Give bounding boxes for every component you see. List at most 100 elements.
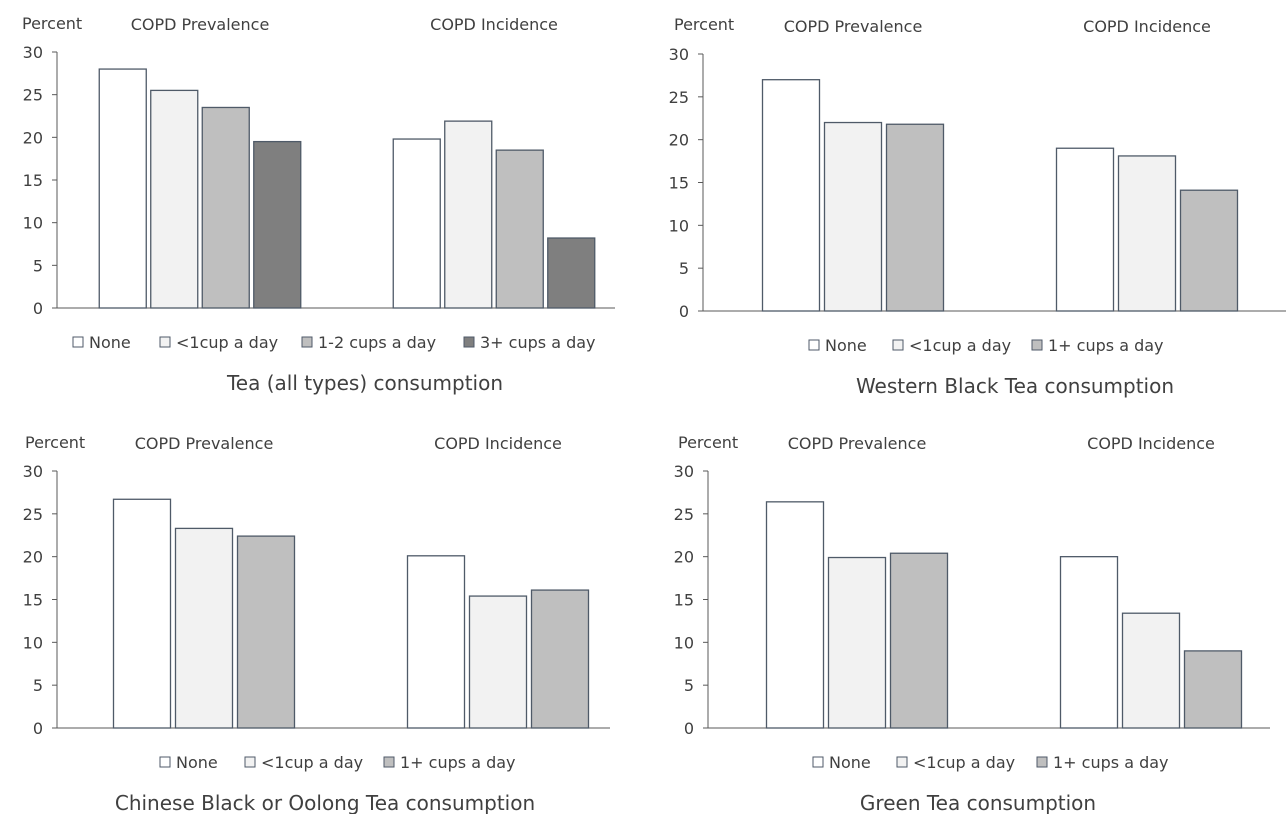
y-tick-label: 5 bbox=[684, 676, 694, 695]
legend-label: 1+ cups a day bbox=[1053, 753, 1169, 772]
y-tick-label: 0 bbox=[33, 299, 43, 318]
legend-swatch bbox=[812, 756, 824, 768]
legend-swatch bbox=[1036, 756, 1048, 768]
y-tick-label: 25 bbox=[674, 505, 694, 524]
bar bbox=[885, 123, 945, 312]
bar bbox=[765, 501, 825, 729]
y-tick-label: 10 bbox=[674, 633, 694, 652]
y-tick-label: 20 bbox=[674, 548, 694, 567]
bar bbox=[150, 89, 199, 309]
bar bbox=[444, 120, 493, 309]
legend-label: 1+ cups a day bbox=[1048, 336, 1164, 355]
legend-label: <1cup a day bbox=[909, 336, 1011, 355]
chart-title: Western Black Tea consumption bbox=[856, 374, 1174, 398]
y-tick-label: 0 bbox=[33, 719, 43, 738]
y-tick-label: 30 bbox=[669, 45, 689, 64]
legend-label: 1-2 cups a day bbox=[318, 333, 436, 352]
y-tick-label: 15 bbox=[674, 591, 694, 610]
y-tick-label: 0 bbox=[684, 719, 694, 738]
y-tick-label: 20 bbox=[23, 548, 43, 567]
bar bbox=[174, 527, 234, 729]
bar bbox=[1117, 155, 1177, 312]
bar bbox=[823, 121, 883, 312]
category-label: COPD Prevalence bbox=[131, 15, 270, 34]
bar bbox=[1179, 189, 1239, 312]
y-tick-label: 30 bbox=[23, 43, 43, 62]
legend-swatch bbox=[383, 756, 395, 768]
bar bbox=[98, 68, 147, 309]
legend-label: None bbox=[825, 336, 867, 355]
chart-title: Chinese Black or Oolong Tea consumption bbox=[115, 791, 535, 814]
legend-label: 1+ cups a day bbox=[400, 753, 516, 772]
bar bbox=[889, 552, 949, 729]
bar bbox=[495, 149, 544, 309]
y-tick-label: 10 bbox=[669, 216, 689, 235]
chart-title: Green Tea consumption bbox=[860, 791, 1096, 814]
legend-swatch bbox=[1031, 339, 1043, 351]
y-tick-label: 25 bbox=[23, 86, 43, 105]
bar bbox=[827, 556, 887, 729]
y-axis-label: Percent bbox=[22, 14, 82, 33]
bar bbox=[1055, 147, 1115, 312]
legend-swatch bbox=[808, 339, 820, 351]
y-tick-label: 15 bbox=[669, 174, 689, 193]
legend-swatch bbox=[896, 756, 908, 768]
y-tick-label: 10 bbox=[23, 633, 43, 652]
bar bbox=[112, 498, 172, 729]
bar bbox=[761, 79, 821, 312]
y-tick-label: 15 bbox=[23, 171, 43, 190]
legend-swatch bbox=[463, 336, 475, 348]
y-tick-label: 30 bbox=[23, 462, 43, 481]
bar bbox=[1059, 556, 1119, 729]
bar bbox=[547, 237, 596, 309]
bar bbox=[1183, 650, 1243, 729]
y-tick-label: 5 bbox=[33, 256, 43, 275]
category-label: COPD Incidence bbox=[1087, 434, 1215, 453]
chart-panel-2: Percent COPD Prevalence COPD Incidence 0 5 10… bbox=[669, 15, 1286, 398]
legend-swatch bbox=[159, 756, 171, 768]
legend-swatch bbox=[159, 336, 171, 348]
category-label: COPD Incidence bbox=[434, 434, 562, 453]
bar bbox=[392, 138, 441, 309]
legend-swatch bbox=[892, 339, 904, 351]
y-tick-label: 10 bbox=[23, 214, 43, 233]
legend-swatch bbox=[72, 336, 84, 348]
y-tick-label: 20 bbox=[669, 131, 689, 150]
legend-label: None bbox=[829, 753, 871, 772]
y-axis-label: Percent bbox=[25, 433, 85, 452]
y-tick-label: 25 bbox=[23, 505, 43, 524]
category-label: COPD Incidence bbox=[1083, 17, 1211, 36]
legend-label: None bbox=[89, 333, 131, 352]
category-label: COPD Prevalence bbox=[784, 17, 923, 36]
category-label: COPD Prevalence bbox=[135, 434, 274, 453]
legend-label: <1cup a day bbox=[261, 753, 363, 772]
y-tick-label: 25 bbox=[669, 88, 689, 107]
y-axis-label: Percent bbox=[678, 433, 738, 452]
bar bbox=[1121, 612, 1181, 729]
category-label: COPD Incidence bbox=[430, 15, 558, 34]
y-tick-label: 30 bbox=[674, 462, 694, 481]
legend-label: <1cup a day bbox=[913, 753, 1015, 772]
chart-title: Tea (all types) consumption bbox=[226, 371, 503, 395]
chart-panel-3: Percent COPD Prevalence COPD Incidence 0 5 10… bbox=[23, 433, 610, 814]
y-tick-label: 20 bbox=[23, 128, 43, 147]
y-axis-label: Percent bbox=[674, 15, 734, 34]
y-tick-label: 15 bbox=[23, 591, 43, 610]
y-tick-label: 5 bbox=[33, 676, 43, 695]
legend-label: <1cup a day bbox=[176, 333, 278, 352]
bar bbox=[236, 535, 296, 729]
legend-label: None bbox=[176, 753, 218, 772]
bar bbox=[468, 595, 528, 729]
legend-swatch bbox=[301, 336, 313, 348]
bar bbox=[406, 555, 466, 729]
chart-panel-1: Percent COPD Prevalence COPD Incidence 0 5 10… bbox=[22, 14, 615, 395]
y-tick-label: 0 bbox=[679, 302, 689, 321]
bar bbox=[201, 106, 250, 309]
legend-label: 3+ cups a day bbox=[480, 333, 596, 352]
chart-panel-4: Percent COPD Prevalence COPD Incidence 0 5 10… bbox=[674, 433, 1270, 814]
category-label: COPD Prevalence bbox=[788, 434, 927, 453]
bar bbox=[253, 140, 302, 309]
bar bbox=[530, 589, 590, 729]
y-tick-label: 5 bbox=[679, 259, 689, 278]
